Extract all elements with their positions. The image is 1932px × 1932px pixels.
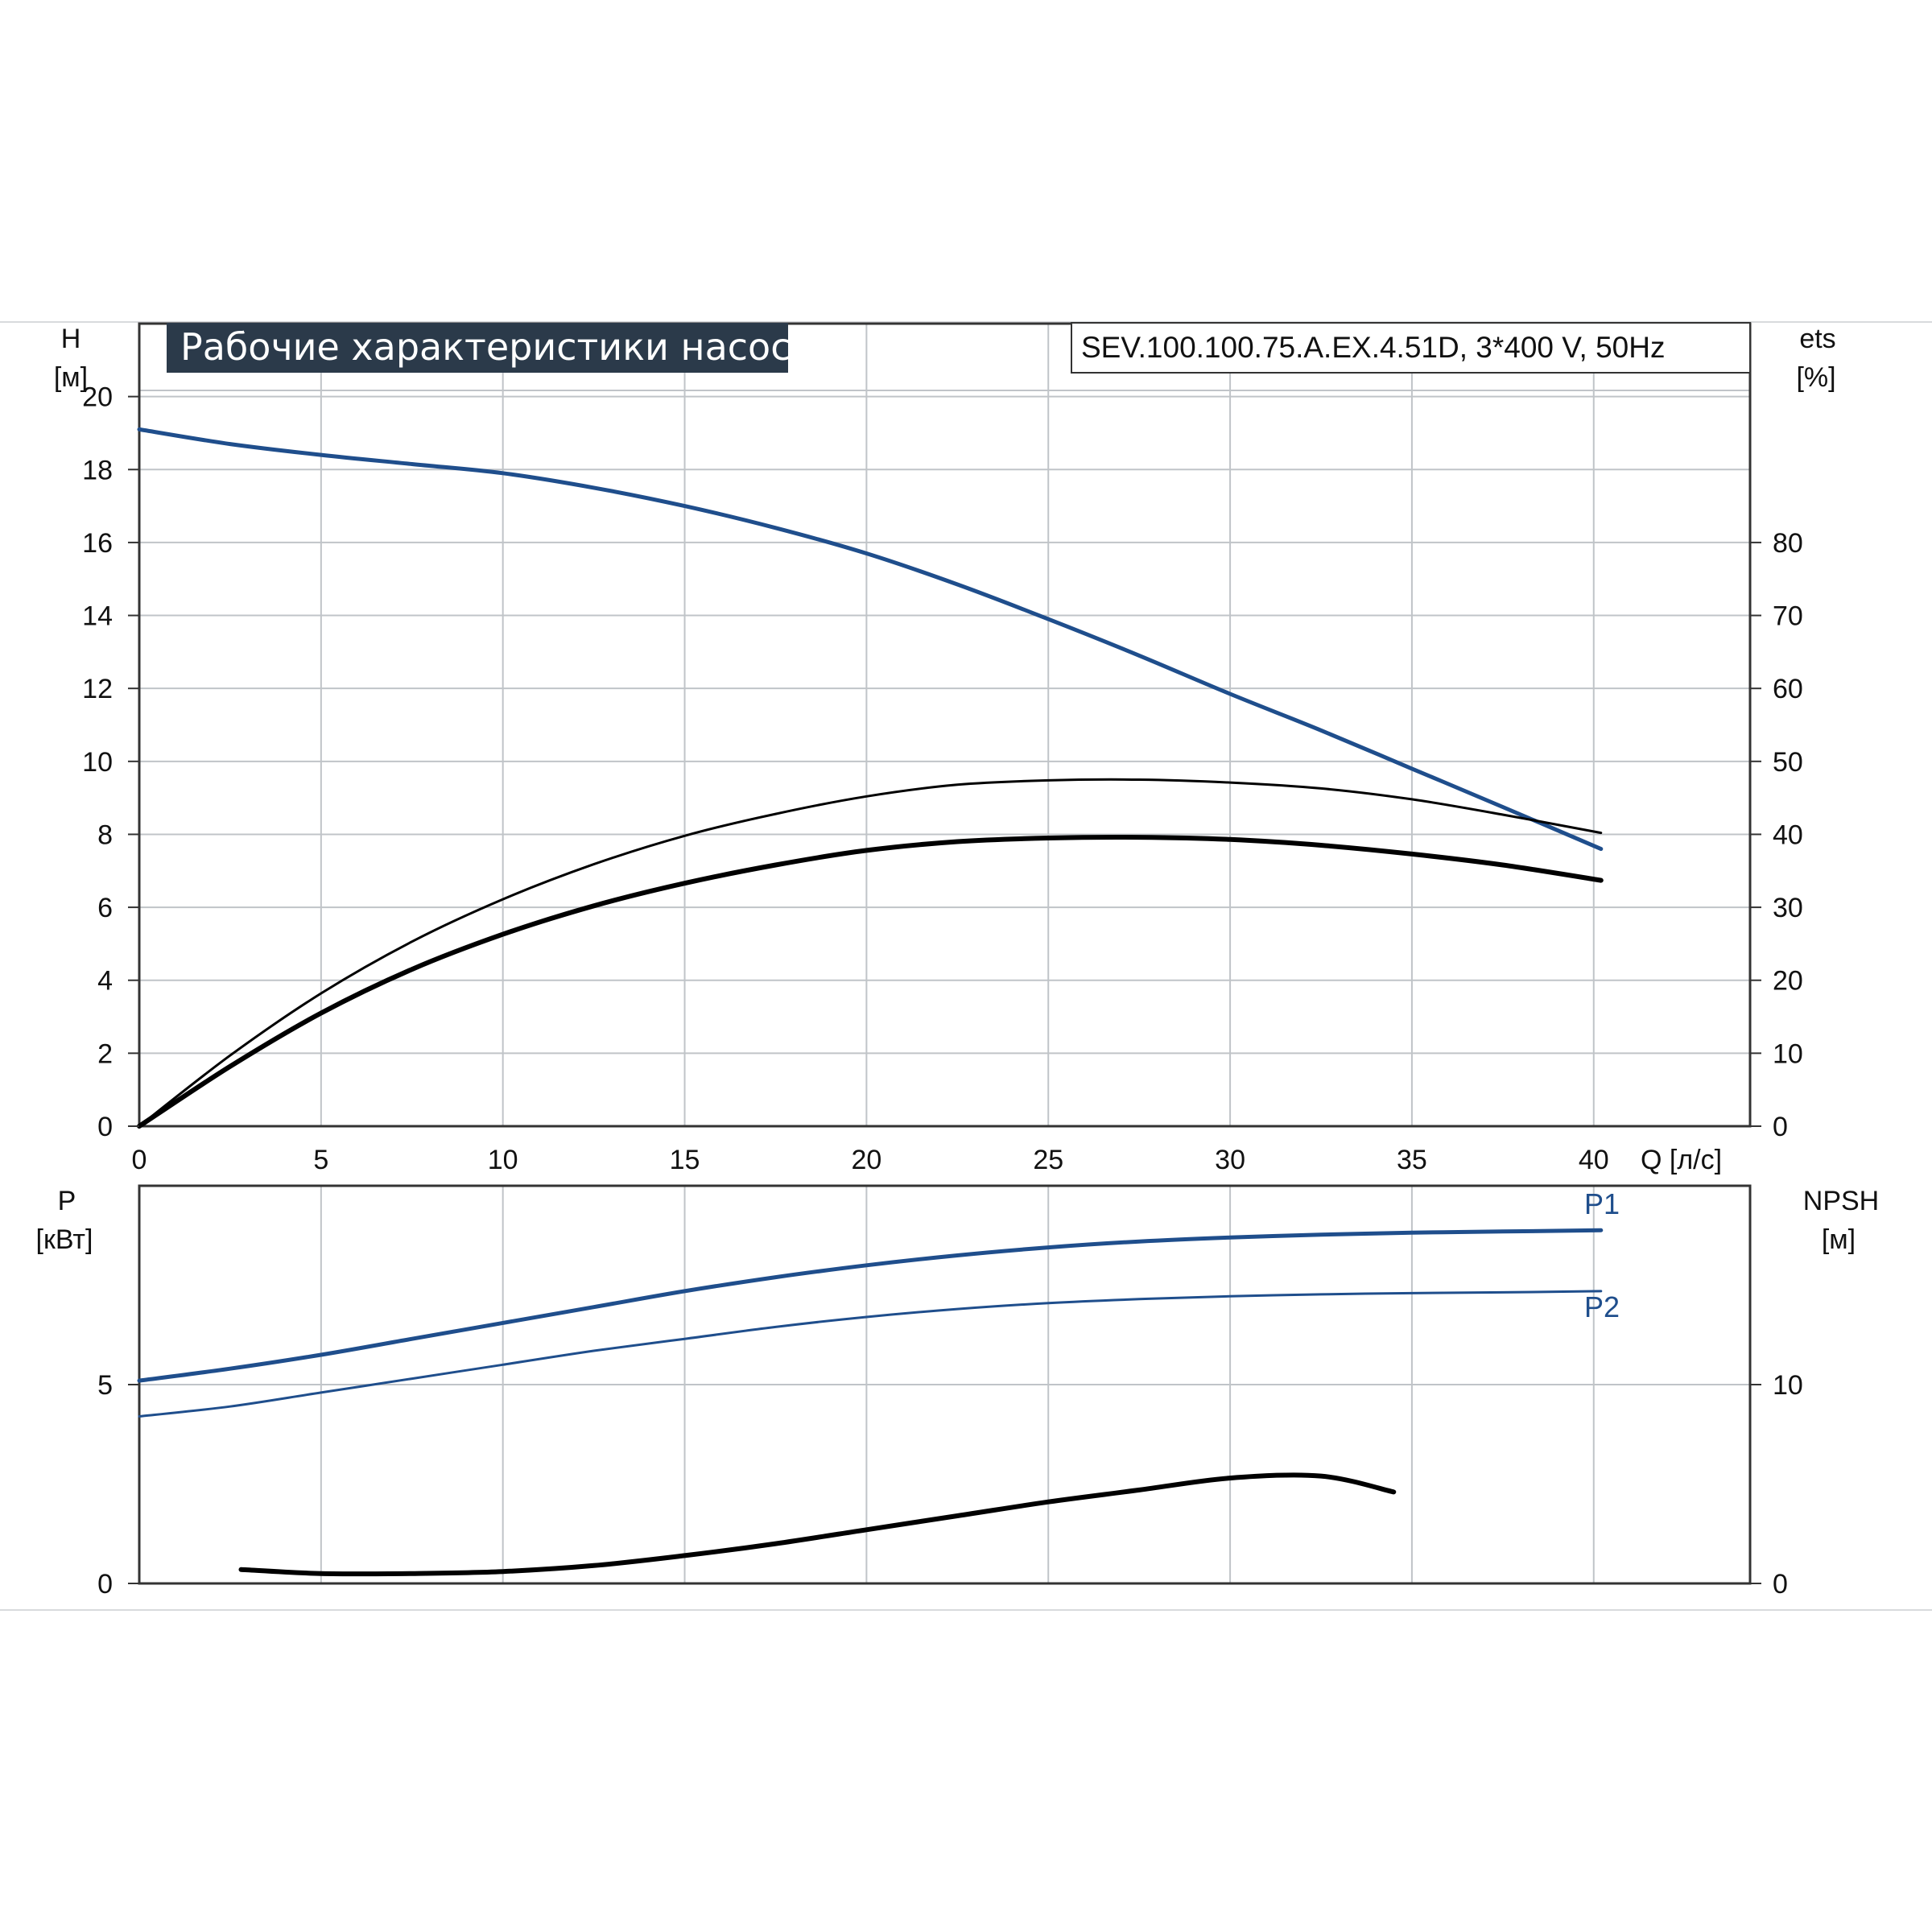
- series-line-npsh: [238, 1472, 1397, 1577]
- x-tick-label: 30: [1215, 1145, 1245, 1175]
- top-plot-frame: [138, 322, 1752, 1128]
- model-box: [1071, 322, 1751, 374]
- top-right-tick-label: 60: [1773, 674, 1803, 704]
- x-axis-label: Q [л/с]: [1641, 1145, 1722, 1175]
- top-left-axis-label-unit: [м]: [54, 362, 88, 393]
- x-tick-label: 35: [1397, 1145, 1427, 1175]
- top-left-tick-label: 2: [97, 1038, 113, 1069]
- top-right-tick-label: 30: [1773, 893, 1803, 923]
- top-right-tick-label: 80: [1773, 528, 1803, 559]
- series-line-eta-thick: [137, 834, 1604, 1129]
- top-right-axis-label-unit: [%]: [1796, 362, 1835, 393]
- top-right-axis-label-symbol: ets: [1799, 324, 1835, 354]
- top-left-tick-label: 4: [97, 966, 113, 997]
- bottom-plot-tick-labels: 0 5 0 10: [97, 1370, 1803, 1600]
- top-right-tick-label: 50: [1773, 747, 1803, 778]
- top-right-tick-label: 20: [1773, 966, 1803, 997]
- series-line-p1: [137, 1228, 1604, 1383]
- top-left-tick-label: 0: [97, 1112, 113, 1142]
- bottom-left-tick-label: 5: [97, 1370, 113, 1401]
- series-line-eta-thin: [138, 778, 1603, 1128]
- bottom-left-axis-label-symbol: P: [58, 1186, 76, 1216]
- bottom-right-tick-label: 10: [1773, 1370, 1803, 1401]
- series-label-p1: P1: [1584, 1187, 1620, 1220]
- bottom-right-tick-label: 0: [1773, 1569, 1788, 1600]
- bottom-right-axis-label-symbol: NPSH: [1803, 1186, 1879, 1216]
- series-line-p2: [138, 1290, 1603, 1418]
- bottom-left-tick-label: 0: [97, 1569, 113, 1600]
- model-label: SEV.100.100.75.A.EX.4.51D, 3*400 V, 50Hz: [1081, 331, 1665, 364]
- bottom-plot-grid: [139, 1186, 1750, 1583]
- bottom-right-axis-label-unit: [м]: [1822, 1224, 1856, 1255]
- top-left-tick-label: 14: [82, 601, 113, 632]
- top-right-tick-label: 40: [1773, 819, 1803, 850]
- bottom-plot-series: [137, 1228, 1604, 1577]
- top-left-tick-label: 18: [82, 455, 113, 485]
- series-line-h: [137, 427, 1604, 852]
- top-left-tick-label: 16: [82, 528, 113, 559]
- top-plot-grid: [139, 324, 1750, 1126]
- top-left-tick-label: 8: [97, 819, 113, 850]
- chart-title: Рабочие характеристики насоса: [180, 325, 814, 369]
- x-tick-label: 0: [132, 1145, 147, 1175]
- top-left-tick-label: 20: [82, 382, 113, 413]
- top-plot-series: [137, 427, 1604, 1129]
- x-tick-label: 40: [1579, 1145, 1609, 1175]
- top-right-tick-label: 70: [1773, 601, 1803, 632]
- x-tick-label: 5: [313, 1145, 328, 1175]
- x-tick-label: 25: [1033, 1145, 1063, 1175]
- top-left-tick-label: 6: [97, 893, 113, 923]
- x-tick-label: 15: [670, 1145, 700, 1175]
- top-left-axis-label-symbol: H: [61, 324, 81, 354]
- top-right-tick-label: 10: [1773, 1038, 1803, 1069]
- x-tick-label: 20: [851, 1145, 881, 1175]
- x-tick-label: 10: [488, 1145, 518, 1175]
- title-background: [167, 323, 788, 373]
- top-left-tick-label: 12: [82, 674, 113, 704]
- top-left-tick-label: 10: [82, 747, 113, 778]
- top-plot-tick-labels: 0 2 4 6 8 10 12 14 16 18 20 0 10 20 30 40 50 60 70 80 0 5 10 15…: [82, 382, 1803, 1175]
- top-right-tick-label: 0: [1773, 1112, 1788, 1142]
- bottom-left-axis-label-unit: [кВт]: [36, 1224, 93, 1255]
- series-label-p2: P2: [1584, 1290, 1620, 1323]
